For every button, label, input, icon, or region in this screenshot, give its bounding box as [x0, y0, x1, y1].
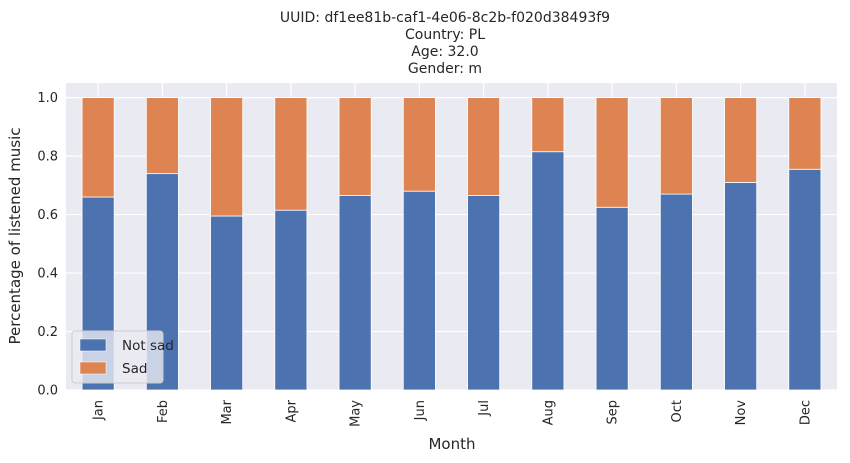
bar-not-sad-apr — [274, 209, 308, 391]
bar-sad-jun — [402, 97, 436, 192]
y-tick-label: 0.2 — [37, 325, 58, 340]
bars — [81, 97, 822, 391]
bar-sad-feb — [145, 97, 179, 175]
title-line-gender: Gender: m — [408, 61, 482, 77]
bar-not-sad-nov — [724, 182, 758, 391]
chart-title: UUID: df1ee81b-caf1-4e06-8c2b-f020d38493… — [280, 10, 610, 77]
y-tick-label: 0.6 — [37, 208, 58, 223]
bar-not-sad-jul — [467, 195, 501, 391]
x-tick-label-jun: Jun — [413, 400, 428, 421]
y-axis-label: Percentage of listened music — [6, 127, 24, 344]
bar-sad-jul — [467, 97, 501, 196]
plot-background — [66, 83, 837, 390]
bar-sad-may — [338, 97, 372, 196]
x-tick-label-jul: Jul — [477, 400, 492, 417]
bar-not-sad-oct — [659, 193, 693, 391]
bar-sad-mar — [210, 97, 244, 217]
bar-not-sad-jun — [402, 190, 436, 391]
bar-sad-aug — [531, 97, 565, 153]
x-tick-label-feb: Feb — [156, 400, 171, 423]
bar-sad-oct — [659, 97, 693, 195]
x-tick-label-jan: Jan — [92, 400, 107, 421]
legend-swatch-not-sad — [79, 338, 107, 352]
title-line-uuid: UUID: df1ee81b-caf1-4e06-8c2b-f020d38493… — [280, 10, 610, 26]
bar-sad-jan — [81, 97, 115, 198]
bar-sad-sep — [595, 97, 629, 208]
legend-swatch-sad — [79, 361, 107, 375]
x-tick-label-dec: Dec — [798, 400, 813, 425]
x-tick-label-nov: Nov — [734, 400, 749, 426]
y-tick-label: 0.8 — [37, 150, 58, 165]
x-tick-label-sep: Sep — [606, 400, 621, 425]
bar-sad-apr — [274, 97, 308, 211]
legend-label-not-sad: Not sad — [122, 338, 174, 354]
bar-sad-nov — [724, 97, 758, 183]
y-axis-ticks: 0.0 0.2 0.4 0.6 0.8 1.0 — [37, 91, 58, 398]
y-tick-label: 0.4 — [37, 267, 58, 282]
y-tick-label: 0.0 — [37, 384, 58, 399]
x-axis-ticks: Jan Feb Mar Apr May Jun Jul Aug Sep Oct Nov Dec — [92, 399, 814, 427]
legend-label-sad: Sad — [122, 361, 147, 377]
bar-not-sad-sep — [595, 206, 629, 391]
title-line-country: Country: PL — [405, 27, 485, 43]
x-tick-label-may: May — [349, 400, 364, 427]
title-line-age: Age: 32.0 — [411, 44, 478, 60]
x-tick-label-oct: Oct — [670, 400, 685, 422]
bar-not-sad-dec — [788, 168, 822, 391]
bar-not-sad-may — [338, 195, 372, 391]
x-tick-label-mar: Mar — [220, 399, 235, 424]
bar-not-sad-aug — [531, 151, 565, 391]
x-axis-label: Month — [428, 435, 475, 453]
x-tick-label-aug: Aug — [541, 400, 556, 425]
y-tick-label: 1.0 — [37, 91, 58, 106]
x-tick-label-apr: Apr — [284, 399, 299, 422]
legend: Not sad Sad — [71, 330, 174, 384]
bar-sad-dec — [788, 97, 822, 170]
bar-not-sad-mar — [210, 215, 244, 391]
